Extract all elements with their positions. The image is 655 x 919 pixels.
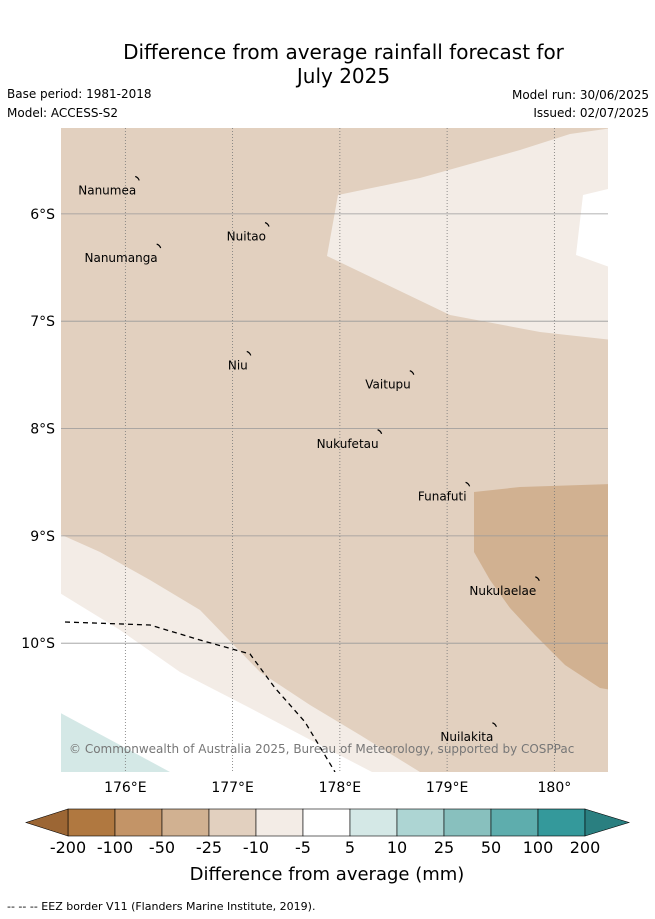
island-shape <box>409 370 415 375</box>
island-shape <box>246 350 252 356</box>
colorbar-tick-label: 50 <box>481 838 501 857</box>
island-label: Vaitupu <box>365 378 411 392</box>
colorbar-swatch <box>443 808 492 837</box>
map-title: Difference from average rainfall forecas… <box>0 40 655 88</box>
latitude-tick-label: 9°S <box>30 529 55 545</box>
colorbar-over-arrow <box>584 808 631 837</box>
category-neutral-region-ne <box>576 188 608 267</box>
colorbar-tick-label: -5 <box>295 838 311 857</box>
colorbar-swatch <box>161 808 210 837</box>
latitude-tick-label: 8°S <box>30 422 55 438</box>
colorbar-tick-label: 10 <box>387 838 407 857</box>
island-label: Nuilakita <box>440 730 493 744</box>
axis-labels: 176°E 177°E 178°E 179°E 180° 6°S 7°S 8°S 9°S 10°S <box>21 207 571 796</box>
colorbar-tick-label: -25 <box>196 838 222 857</box>
island-shape <box>377 429 383 434</box>
colorbar-tick-label: 100 <box>523 838 554 857</box>
colorbar: -200 -100 -50 -25 -10 -5 5 10 25 50 100 200 <box>25 808 631 857</box>
colorbar-swatch <box>255 808 304 837</box>
colorbar-tick-label: -50 <box>149 838 175 857</box>
category-neutral-region-sw <box>61 593 372 772</box>
latitude-tick-label: 6°S <box>30 207 55 223</box>
colorbar-tick-label: -100 <box>97 838 133 857</box>
colorbar-swatch <box>537 808 586 837</box>
island-shape <box>156 243 162 249</box>
colorbar-tick-label: 5 <box>345 838 355 857</box>
island-label: Nuitao <box>227 230 266 244</box>
islands-layer: Nanumea Nuitao Nanumanga Niu Vaitupu Nukufeta… <box>78 175 540 744</box>
colorbar-swatch <box>349 808 398 837</box>
colorbar-swatch <box>67 808 116 837</box>
model-run-text: Model run: 30/06/2025 <box>511 88 649 102</box>
category-neg50-neg25-region <box>474 484 608 690</box>
longitude-tick-label: 177°E <box>211 780 254 796</box>
island-shape <box>465 481 471 487</box>
colorbar-label: Difference from average (mm) <box>190 864 465 885</box>
colorbar-swatch <box>302 808 351 837</box>
graticule <box>61 128 608 772</box>
colorbar-tick-label: 25 <box>434 838 454 857</box>
eez-border-line <box>64 621 336 772</box>
island-shape <box>492 722 497 727</box>
base-period-text: Base period: 1981-2018 <box>7 87 152 101</box>
category-neg10-neg5-region-ne <box>327 128 608 340</box>
category-pos5-pos10-region <box>61 713 170 772</box>
colorbar-under-arrow <box>25 808 69 837</box>
longitude-tick-label: 176°E <box>104 780 147 796</box>
colorbar-tick-label: -10 <box>243 838 269 857</box>
longitude-tick-label: 178°E <box>319 780 362 796</box>
colorbar-swatch <box>114 808 163 837</box>
longitude-tick-label: 180° <box>538 780 572 796</box>
model-text: Model: ACCESS-S2 <box>7 106 119 120</box>
island-shape <box>535 576 540 582</box>
eez-footnote: -- -- -- EEZ border V11 (Flanders Marine… <box>7 900 316 913</box>
island-label: Nanumanga <box>85 251 158 265</box>
issued-text: Issued: 02/07/2025 <box>533 106 649 120</box>
colorbar-tick-label: 200 <box>570 838 601 857</box>
longitude-tick-label: 179°E <box>426 780 469 796</box>
title-line-2: July 2025 <box>296 64 391 88</box>
island-shape <box>135 175 140 181</box>
colorbar-tick-label: -200 <box>50 838 86 857</box>
colorbar-swatch <box>208 808 257 837</box>
island-label: Nanumea <box>78 183 136 197</box>
island-label: Niu <box>228 358 248 372</box>
island-label: Funafuti <box>418 489 467 503</box>
copyright-notice: © Commonwealth of Australia 2025, Bureau… <box>69 742 574 756</box>
colorbar-swatch <box>396 808 445 837</box>
latitude-tick-label: 7°S <box>30 314 55 330</box>
colorbar-swatch <box>490 808 539 837</box>
map-area: Nanumea Nuitao Nanumanga Niu Vaitupu Nukufeta… <box>61 128 608 772</box>
island-shape <box>264 222 270 227</box>
island-label: Nukulaelae <box>469 584 536 598</box>
latitude-tick-label: 10°S <box>21 636 55 652</box>
title-line-1: Difference from average rainfall forecas… <box>123 40 564 64</box>
island-label: Nukufetau <box>317 437 379 451</box>
